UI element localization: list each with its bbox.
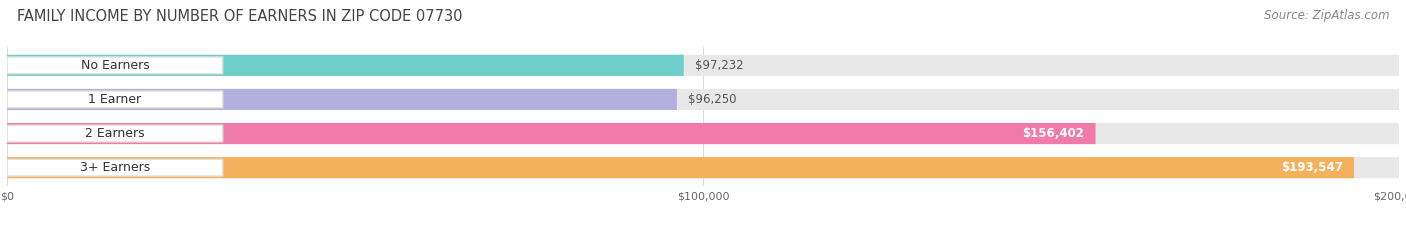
FancyBboxPatch shape — [7, 123, 1095, 144]
Text: 3+ Earners: 3+ Earners — [80, 161, 150, 174]
Text: Source: ZipAtlas.com: Source: ZipAtlas.com — [1264, 9, 1389, 22]
FancyBboxPatch shape — [7, 157, 1354, 178]
Text: FAMILY INCOME BY NUMBER OF EARNERS IN ZIP CODE 07730: FAMILY INCOME BY NUMBER OF EARNERS IN ZI… — [17, 9, 463, 24]
Text: $156,402: $156,402 — [1022, 127, 1084, 140]
FancyBboxPatch shape — [7, 55, 1399, 76]
Text: $193,547: $193,547 — [1281, 161, 1343, 174]
FancyBboxPatch shape — [7, 91, 222, 108]
FancyBboxPatch shape — [7, 89, 1399, 110]
FancyBboxPatch shape — [7, 123, 1399, 144]
FancyBboxPatch shape — [7, 57, 222, 74]
Text: $96,250: $96,250 — [688, 93, 737, 106]
FancyBboxPatch shape — [7, 159, 222, 176]
Text: $97,232: $97,232 — [695, 59, 744, 72]
Text: No Earners: No Earners — [80, 59, 149, 72]
Text: 2 Earners: 2 Earners — [86, 127, 145, 140]
FancyBboxPatch shape — [7, 125, 222, 142]
Text: 1 Earner: 1 Earner — [89, 93, 142, 106]
FancyBboxPatch shape — [7, 55, 683, 76]
FancyBboxPatch shape — [7, 89, 676, 110]
FancyBboxPatch shape — [7, 157, 1399, 178]
